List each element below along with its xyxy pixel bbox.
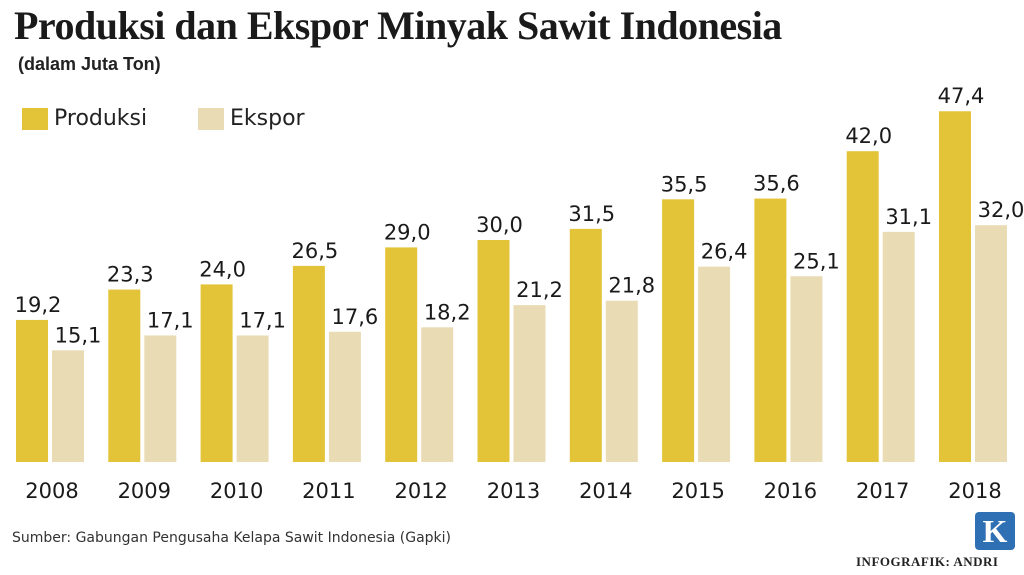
data-label-ekspor-2014: 21,8 bbox=[608, 274, 655, 298]
x-tick-label-2011: 2011 bbox=[302, 479, 355, 503]
data-label-ekspor-2009: 17,1 bbox=[147, 308, 194, 332]
bar-produksi-2015 bbox=[662, 199, 695, 463]
x-tick-label-2017: 2017 bbox=[856, 479, 909, 503]
bar-ekspor-2015 bbox=[698, 266, 731, 462]
data-label-ekspor-2012: 18,2 bbox=[424, 300, 471, 324]
bar-ekspor-2018 bbox=[975, 225, 1007, 462]
legend-swatch-produksi bbox=[22, 108, 48, 130]
x-tick-label-2009: 2009 bbox=[118, 479, 171, 503]
bar-produksi-2013 bbox=[477, 240, 510, 462]
bar-produksi-2009 bbox=[108, 289, 141, 462]
x-tick-label-2013: 2013 bbox=[487, 479, 540, 503]
bar-produksi-2011 bbox=[292, 265, 325, 462]
data-label-ekspor-2010: 17,1 bbox=[239, 308, 286, 332]
bar-produksi-2017 bbox=[846, 151, 879, 462]
data-label-produksi-2008: 19,2 bbox=[15, 293, 62, 317]
x-tick-label-2015: 2015 bbox=[671, 479, 724, 503]
x-tick-label-2012: 2012 bbox=[394, 479, 447, 503]
legend-label-produksi: Produksi bbox=[54, 106, 148, 131]
legend-swatch-ekspor bbox=[198, 108, 224, 130]
data-label-produksi-2012: 29,0 bbox=[384, 220, 431, 244]
infographic-credit: INFOGRAFIK: ANDRI bbox=[856, 554, 999, 569]
bar-ekspor-2008 bbox=[52, 350, 84, 462]
source-note: Sumber: Gabungan Pengusaha Kelapa Sawit … bbox=[12, 530, 452, 546]
data-label-ekspor-2015: 26,4 bbox=[701, 240, 748, 264]
bar-ekspor-2012 bbox=[421, 327, 454, 462]
data-label-produksi-2009: 23,3 bbox=[107, 263, 154, 287]
bar-produksi-2008 bbox=[16, 319, 48, 462]
publisher-logo: K bbox=[975, 512, 1015, 550]
data-label-produksi-2014: 31,5 bbox=[568, 202, 615, 226]
bar-ekspor-2017 bbox=[882, 231, 915, 462]
data-label-produksi-2018: 47,4 bbox=[938, 84, 985, 108]
bar-ekspor-2016 bbox=[790, 276, 823, 462]
data-label-produksi-2011: 26,5 bbox=[292, 239, 339, 263]
data-label-produksi-2013: 30,0 bbox=[476, 213, 523, 237]
data-label-produksi-2015: 35,5 bbox=[661, 172, 708, 196]
data-label-ekspor-2008: 15,1 bbox=[55, 323, 102, 347]
chart-subtitle: (dalam Juta Ton) bbox=[18, 54, 161, 74]
data-label-ekspor-2018: 32,0 bbox=[978, 198, 1024, 222]
chart-title: Produksi dan Ekspor Minyak Sawit Indones… bbox=[14, 3, 782, 48]
bar-ekspor-2013 bbox=[513, 305, 546, 462]
data-label-ekspor-2013: 21,2 bbox=[516, 278, 563, 302]
legend-label-ekspor: Ekspor bbox=[230, 106, 305, 131]
bar-ekspor-2011 bbox=[328, 331, 361, 462]
bar-produksi-2010 bbox=[200, 284, 233, 462]
x-tick-label-2014: 2014 bbox=[579, 479, 632, 503]
x-tick-label-2018: 2018 bbox=[948, 479, 1001, 503]
bar-produksi-2014 bbox=[569, 228, 602, 462]
bar-ekspor-2014 bbox=[605, 300, 638, 462]
data-label-ekspor-2016: 25,1 bbox=[793, 249, 840, 273]
bar-produksi-2012 bbox=[385, 247, 418, 462]
bar-ekspor-2009 bbox=[144, 335, 177, 462]
data-label-produksi-2010: 24,0 bbox=[199, 257, 246, 281]
data-label-produksi-2017: 42,0 bbox=[845, 124, 892, 148]
bar-produksi-2016 bbox=[754, 198, 787, 462]
data-label-produksi-2016: 35,6 bbox=[753, 172, 800, 196]
bar-ekspor-2010 bbox=[236, 335, 269, 462]
data-label-ekspor-2017: 31,1 bbox=[885, 205, 932, 229]
x-tick-label-2008: 2008 bbox=[25, 479, 78, 503]
x-tick-label-2016: 2016 bbox=[764, 479, 817, 503]
x-tick-label-2010: 2010 bbox=[210, 479, 263, 503]
bar-produksi-2018 bbox=[939, 111, 971, 463]
data-label-ekspor-2011: 17,6 bbox=[332, 305, 379, 329]
